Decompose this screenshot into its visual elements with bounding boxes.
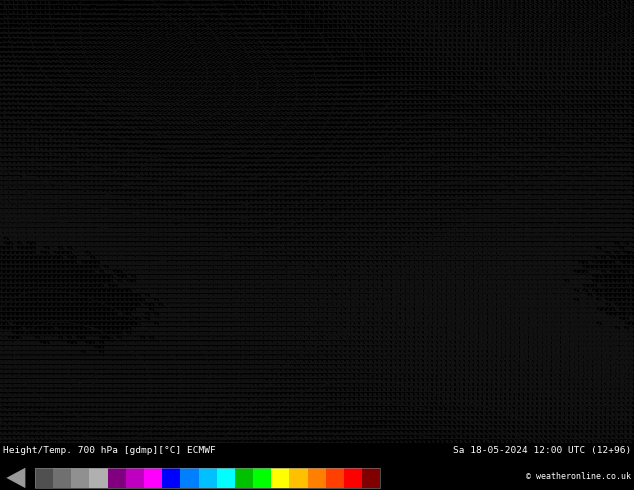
Bar	[326, 467, 344, 488]
Text: Height/Temp. 700 hPa [gdmp][°C] ECMWF: Height/Temp. 700 hPa [gdmp][°C] ECMWF	[3, 446, 216, 455]
Bar	[144, 467, 162, 488]
Bar	[71, 467, 89, 488]
Polygon shape	[6, 467, 25, 488]
Bar	[271, 467, 290, 488]
Bar	[198, 467, 217, 488]
Bar	[290, 467, 307, 488]
Bar	[253, 467, 271, 488]
Bar	[344, 467, 362, 488]
Bar	[53, 467, 71, 488]
Bar	[362, 467, 380, 488]
Bar	[126, 467, 144, 488]
Bar	[180, 467, 198, 488]
Bar	[35, 467, 380, 488]
Bar	[162, 467, 180, 488]
Bar	[108, 467, 126, 488]
Bar	[89, 467, 108, 488]
Bar	[235, 467, 253, 488]
Bar	[35, 467, 53, 488]
Text: © weatheronline.co.uk: © weatheronline.co.uk	[526, 471, 631, 481]
Text: Sa 18-05-2024 12:00 UTC (12+96): Sa 18-05-2024 12:00 UTC (12+96)	[453, 446, 631, 455]
Bar	[307, 467, 326, 488]
Bar	[217, 467, 235, 488]
